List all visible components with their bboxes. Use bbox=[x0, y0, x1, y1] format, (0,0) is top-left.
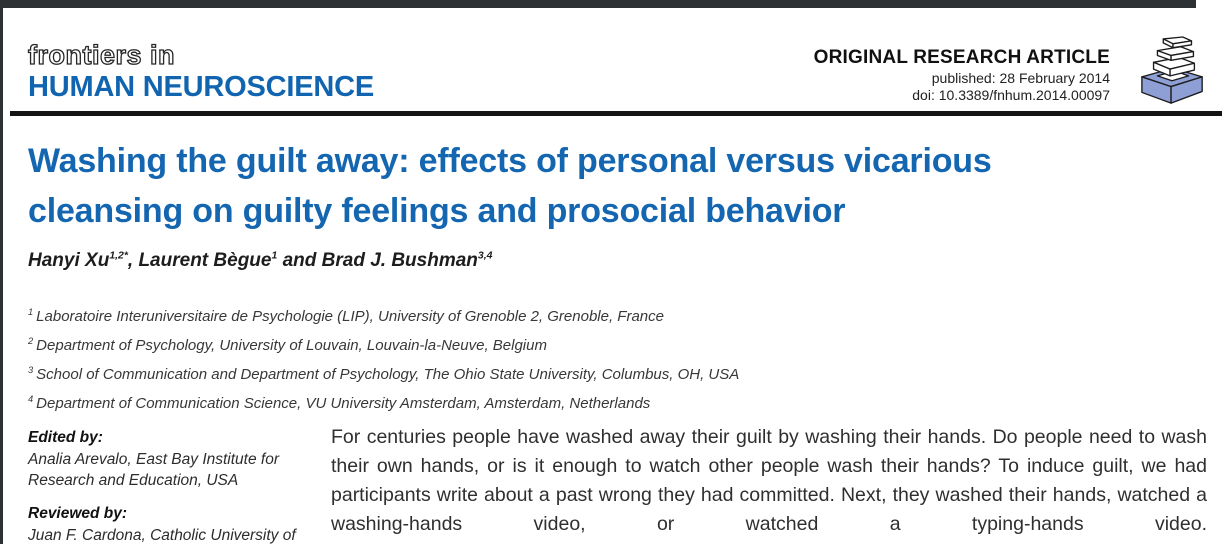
affiliation-2: 2 Department of Psychology, University of… bbox=[28, 329, 739, 358]
corresponding-author-star: * bbox=[123, 250, 128, 262]
affiliation-list: 1 Laboratoire Interuniversitaire de Psych… bbox=[28, 300, 739, 416]
editorial-sidebar: Edited by: Analia Arevalo, East Bay Inst… bbox=[28, 427, 313, 558]
affiliation-1: 1 Laboratoire Interuniversitaire de Psych… bbox=[28, 300, 739, 329]
journal-article-page: { "masthead": { "journal_line1": "fronti… bbox=[0, 0, 1222, 544]
article-title: Washing the guilt away: effects of perso… bbox=[28, 136, 1208, 236]
published-date: published: 28 February 2014 bbox=[931, 70, 1110, 86]
affiliation-num-3: 3 bbox=[28, 365, 34, 375]
affiliation-text-2: Department of Psychology, University of … bbox=[36, 337, 547, 354]
reviewed-by-value: Juan F. Cardona, Catholic University of bbox=[28, 527, 296, 544]
author-affil-sup-3: 3,4 bbox=[477, 250, 493, 262]
affiliation-text-3: School of Communication and Department o… bbox=[36, 366, 740, 383]
edited-by-label: Edited by: bbox=[28, 429, 103, 446]
affiliation-num-1: 1 bbox=[28, 307, 34, 317]
reviewed-by-label: Reviewed by: bbox=[28, 505, 128, 522]
author-separator-and: and bbox=[277, 250, 322, 271]
doi-link[interactable]: doi: 10.3389/fnhum.2014.00097 bbox=[912, 87, 1110, 103]
masthead-divider bbox=[10, 111, 1222, 116]
affiliation-text-1: Laboratoire Interuniversitaire de Psycho… bbox=[36, 308, 664, 325]
affiliation-4: 4 Department of Communication Science, VU… bbox=[28, 387, 739, 416]
frontiers-logo-icon bbox=[1141, 36, 1203, 104]
author-line: Hanyi Xu1,2*, Laurent Bègue1 and Brad J.… bbox=[28, 250, 492, 272]
author-name-2: Laurent Bègue bbox=[138, 250, 272, 271]
journal-name-prefix: frontiers in bbox=[27, 39, 176, 70]
journal-logo: frontiers in HUMAN NEUROSCIENCE bbox=[27, 39, 375, 103]
publication-meta: ORIGINAL RESEARCH ARTICLE published: 28 … bbox=[814, 46, 1110, 104]
abstract-text: For centuries people have washed away th… bbox=[331, 426, 1207, 535]
page-top-edge bbox=[0, 0, 1196, 8]
article-type-label: ORIGINAL RESEARCH ARTICLE bbox=[813, 47, 1110, 68]
page-left-edge bbox=[0, 0, 3, 544]
abstract-paragraph: For centuries people have washed away th… bbox=[331, 423, 1207, 539]
author-affil-sup-1: 1,2 bbox=[109, 250, 124, 262]
journal-name: HUMAN NEUROSCIENCE bbox=[28, 71, 375, 103]
affiliation-num-4: 4 bbox=[28, 394, 34, 404]
affiliation-3: 3 School of Communication and Department … bbox=[28, 358, 739, 387]
article-title-line2: cleansing on guilty feelings and prosoci… bbox=[28, 192, 846, 230]
author-separator: , bbox=[127, 250, 139, 271]
author-name-1: Hanyi Xu bbox=[28, 250, 110, 271]
article-title-line1: Washing the guilt away: effects of perso… bbox=[28, 142, 992, 180]
affiliation-num-2: 2 bbox=[28, 336, 34, 346]
edited-by-value: Analia Arevalo, East Bay Institute for R… bbox=[28, 451, 279, 489]
affiliation-text-4: Department of Communication Science, VU … bbox=[36, 395, 651, 412]
author-affil-sup-2: 1 bbox=[271, 250, 278, 262]
author-name-3: Brad J. Bushman bbox=[321, 250, 478, 271]
